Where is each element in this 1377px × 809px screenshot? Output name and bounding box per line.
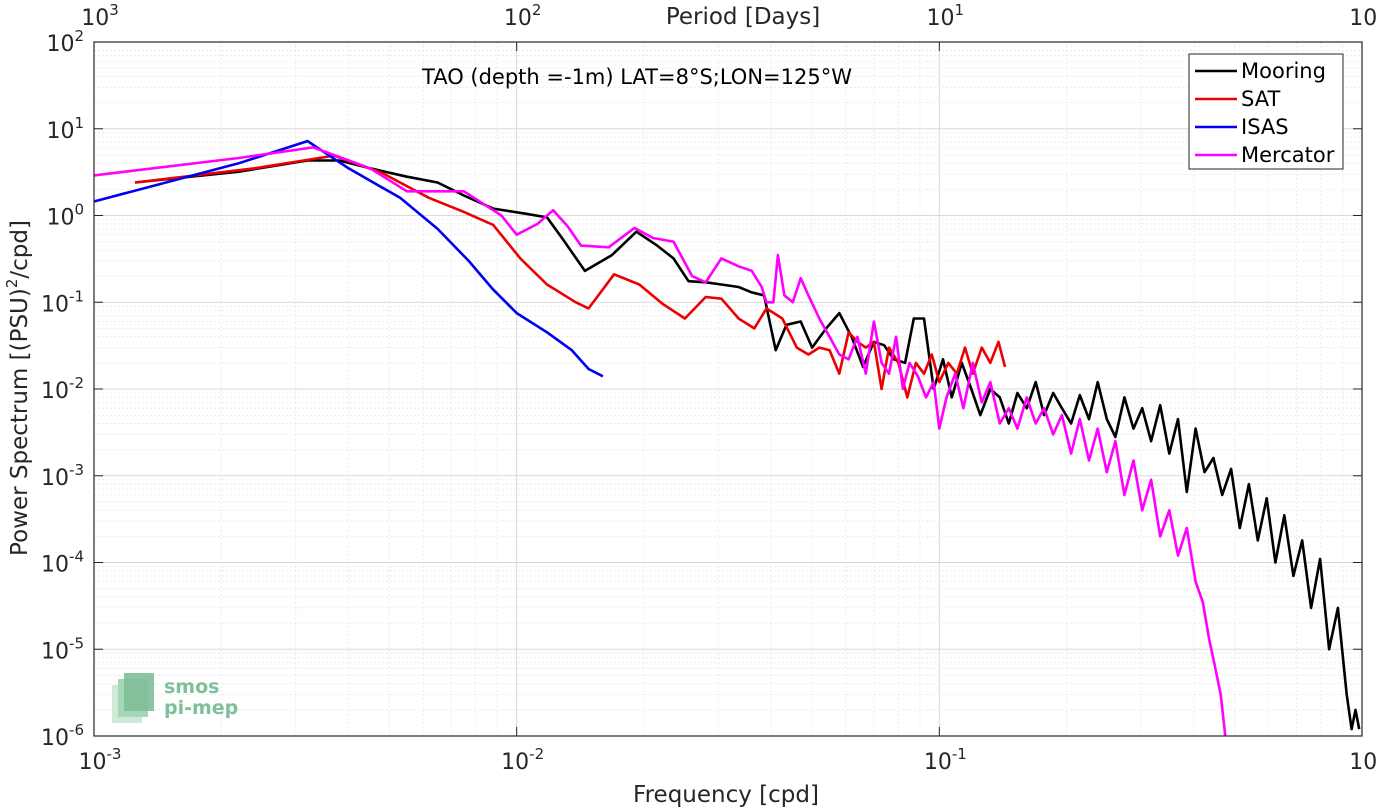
x-tick-label: 100 [1349,745,1377,775]
axes: 10-310-210-110010310210110010210110010-1… [41,1,1377,775]
y-tick-label-exponent: 1 [74,114,84,132]
x-tick-label-base: 10 [1349,750,1377,775]
y-tick-label-base: 10 [41,292,69,317]
y-tick-label-base: 10 [46,119,74,144]
series-line-mooring [134,159,1361,731]
top-tick-label: 102 [504,1,542,31]
logo-mark-front [124,673,154,711]
top-tick-label: 103 [81,1,119,31]
top-tick-label-exponent: 1 [955,1,965,19]
y-tick-label-base: 10 [41,553,69,578]
logo-line2: pi-mep [164,697,238,719]
x-tick-label: 10-2 [501,745,544,775]
y-tick-label-exponent: 0 [74,201,84,219]
legend-label-sat: SAT [1241,87,1280,111]
top-tick-label: 101 [927,1,965,31]
legend-label-mercator: Mercator [1241,143,1335,167]
top-x-axis-label: Period [Days] [666,4,820,30]
y-tick-label-base: 10 [41,726,69,751]
top-tick-label: 100 [1349,1,1377,31]
legend-label-isas: ISAS [1241,115,1289,139]
y-axis-label: Power Spectrum [(PSU)2/cpd] [3,220,33,556]
smos-pi-mep-logo: smos pi-mep [112,673,238,723]
top-tick-label-base: 10 [81,6,109,31]
x-tick-label-base: 10 [924,750,952,775]
y-tick-label: 102 [46,27,84,57]
top-tick-label-exponent: 3 [109,1,119,19]
chart-title: TAO (depth =-1m) LAT=8°S;LON=125°W [421,65,852,89]
top-tick-label-base: 10 [1349,6,1377,31]
y-tick-label-exponent: -5 [69,634,84,652]
y-tick-label-exponent: -2 [69,374,84,392]
x-tick-label-exponent: -3 [107,745,122,763]
y-tick-label-base: 10 [41,466,69,491]
x-tick-label-base: 10 [79,750,107,775]
legend-box [1188,53,1344,170]
y-tick-label: 10-5 [41,634,84,664]
series-line-mercator [93,146,1227,737]
top-tick-label-base: 10 [504,6,532,31]
x-tick-label-exponent: -1 [952,745,967,763]
legend: Mooring SAT ISAS Mercator [1188,53,1344,170]
y-axis-label-main: Power Spectrum [(PSU) [7,288,33,556]
x-tick-label: 10-1 [924,745,967,775]
logo-line1: smos [164,676,219,698]
y-tick-label: 100 [46,201,84,231]
y-tick-label-base: 10 [46,206,74,231]
x-tick-label-base: 10 [501,750,529,775]
y-axis-label-sup: 2 [3,279,21,289]
y-tick-label-exponent: 2 [74,27,84,45]
y-tick-label: 10-1 [41,287,84,317]
y-tick-label-base: 10 [41,639,69,664]
y-tick-label-exponent: -4 [69,548,84,566]
top-tick-label-exponent: 2 [532,1,542,19]
y-tick-label: 10-3 [41,461,84,491]
x-tick-label: 10-3 [79,745,122,775]
y-tick-label: 10-4 [41,548,84,578]
grid [93,42,1362,737]
y-tick-label: 10-6 [41,721,84,751]
y-tick-label-exponent: -6 [69,721,84,739]
series-lines [93,139,1361,737]
x-tick-label-exponent: -2 [529,745,544,763]
legend-label-mooring: Mooring [1241,59,1326,83]
top-tick-label-base: 10 [927,6,955,31]
y-tick-label: 10-2 [41,374,84,404]
y-tick-label-exponent: -3 [69,461,84,479]
y-tick-label-exponent: -1 [69,287,84,305]
series-line-sat [134,154,1007,399]
x-axis-label: Frequency [cpd] [633,782,819,808]
y-axis-label-tail: /cpd] [7,220,33,279]
y-tick-label: 101 [46,114,84,144]
y-tick-label-base: 10 [46,32,74,57]
y-tick-label-base: 10 [41,379,69,404]
series-line-isas [93,139,604,378]
